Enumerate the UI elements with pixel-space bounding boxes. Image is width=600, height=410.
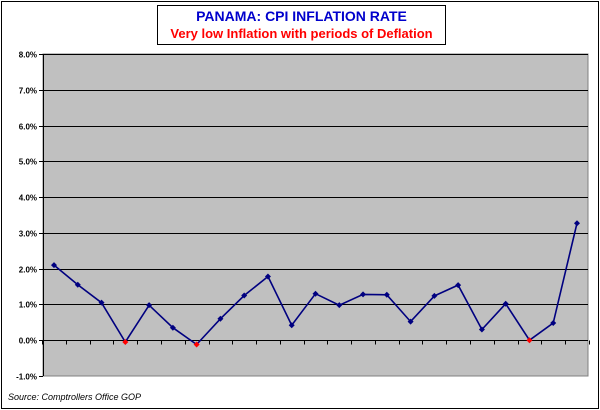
data-point (550, 320, 557, 327)
data-point (51, 262, 57, 269)
data-point (526, 337, 533, 344)
y-tick-label: 8.0% (19, 51, 37, 60)
chart-title-box: PANAMA: CPI INFLATION RATE Very low Infl… (157, 5, 446, 45)
plot-area (42, 53, 589, 377)
y-tick-label: 4.0% (19, 194, 37, 203)
data-point (193, 341, 200, 348)
data-point (502, 300, 509, 307)
y-tick-label: 0.0% (19, 337, 37, 346)
data-point (312, 290, 319, 297)
data-point (360, 291, 367, 298)
data-point (478, 326, 485, 333)
y-tick-label: 3.0% (19, 230, 37, 239)
data-point (336, 302, 343, 309)
data-point (383, 291, 390, 298)
chart-title: PANAMA: CPI INFLATION RATE (196, 8, 407, 24)
y-tick-label: 7.0% (19, 87, 37, 96)
data-point (169, 324, 176, 331)
data-point (407, 318, 414, 325)
data-point (288, 322, 295, 329)
data-point (431, 292, 438, 299)
data-point (122, 339, 129, 346)
chart-subtitle: Very low Inflation with periods of Defla… (170, 26, 433, 41)
y-tick-label: 2.0% (19, 266, 37, 275)
data-point (574, 220, 580, 227)
data-point (217, 315, 224, 322)
data-point (241, 292, 248, 299)
y-tick-label: 5.0% (19, 158, 37, 167)
chart-source: Source: Comptrollers Office GOP (8, 392, 142, 402)
y-tick-label: 1.0% (19, 301, 37, 310)
data-point (455, 282, 462, 289)
data-point (98, 299, 105, 306)
data-point (264, 273, 271, 280)
y-tick-label: -1.0% (16, 373, 37, 382)
y-tick-label: 6.0% (19, 123, 37, 132)
data-point (146, 302, 153, 309)
data-point (74, 281, 81, 288)
